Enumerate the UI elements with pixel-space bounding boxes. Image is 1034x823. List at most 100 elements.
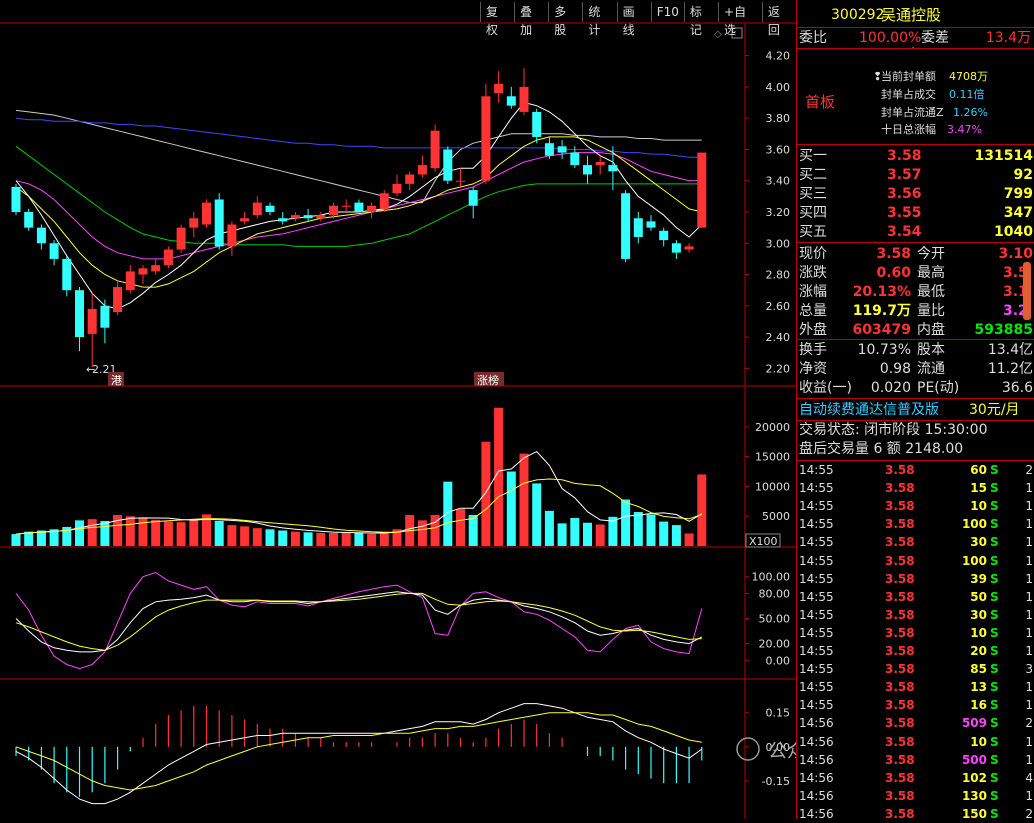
tick-row[interactable]: 14:55 3.58 20 S 1 [797, 642, 1034, 660]
toolbar-button[interactable]: 复权 [480, 2, 514, 37]
quote-label: 涨跌 [799, 265, 827, 281]
tick-count: 1 [1025, 535, 1033, 550]
tick-row[interactable]: 14:56 3.58 130 S 1 [797, 787, 1034, 805]
candle-body [494, 83, 504, 94]
tick-row[interactable]: 14:56 3.58 509 S 2 [797, 714, 1034, 732]
candle-body [354, 202, 364, 212]
tick-row[interactable]: 14:56 3.58 150 S 2 [797, 805, 1034, 823]
candle-body [621, 193, 631, 259]
tick-row[interactable]: 14:55 3.58 10 S 1 [797, 624, 1034, 642]
tick-time: 14:55 [799, 517, 834, 532]
tick-row[interactable]: 14:55 3.58 39 S 1 [797, 570, 1034, 588]
tick-volume: 50 [970, 589, 987, 604]
tick-row[interactable]: 14:55 3.58 30 S 1 [797, 606, 1034, 624]
quote-label: 量比 [917, 303, 945, 319]
toolbar-button[interactable]: +自选 [718, 2, 762, 37]
tick-count: 2 [1025, 716, 1033, 731]
tick-row[interactable]: 14:55 3.58 13 S 1 [797, 678, 1034, 696]
candle-body [519, 86, 529, 112]
tick-count: 1 [1025, 625, 1033, 640]
scroll-indicator[interactable] [1023, 262, 1031, 320]
bid-row[interactable]: 买一 3.58 131514 [797, 147, 1034, 165]
vol-unit: X100 [749, 535, 778, 548]
tick-side: S [990, 770, 999, 785]
watermark-text: 公众号 · 鸡与迷踪 [768, 740, 796, 762]
toolbar-button[interactable]: 标记 [683, 2, 718, 37]
volume-bar [494, 407, 504, 546]
tick-row[interactable]: 14:55 3.58 60 S 2 [797, 461, 1034, 479]
tick-time: 14:55 [799, 481, 834, 496]
bid-row[interactable]: 买三 3.56 799 [797, 185, 1034, 203]
tick-row[interactable]: 14:55 3.58 16 S 1 [797, 696, 1034, 714]
bid-volume: 92 [1013, 167, 1033, 183]
tick-price: 3.58 [885, 644, 915, 658]
tag-right: 涨榜 [477, 373, 499, 387]
quote-row: 总量 119.7万 量比 3.2 [797, 302, 1034, 320]
tick-time: 14:55 [799, 680, 834, 695]
tick-price: 3.58 [885, 680, 915, 695]
seal-amount: 4708万 [949, 70, 988, 83]
promo-row[interactable]: 自动续费通达信普及版 30元/月 [797, 401, 1034, 419]
kdj-tick-label: 20.00 [759, 638, 791, 651]
tick-side: S [990, 571, 999, 586]
tick-side: S [990, 607, 999, 622]
bid-price: 3.58 [887, 148, 922, 164]
candle-body [113, 287, 123, 313]
quote-row: 涨跌 0.60 最高 3.5 [797, 264, 1034, 282]
tick-price: 3.58 [885, 481, 915, 496]
tick-row[interactable]: 14:55 3.58 85 S 3 [797, 660, 1034, 678]
toolbar-button[interactable]: 统计 [582, 2, 616, 37]
toolbar-button[interactable]: 多股 [548, 2, 582, 37]
tick-row[interactable]: 14:55 3.58 100 S 1 [797, 552, 1034, 570]
tick-count: 4 [1025, 770, 1033, 785]
tick-time: 14:56 [799, 788, 834, 803]
weicha-value: 13.4万 [985, 30, 1031, 46]
tick-row[interactable]: 14:55 3.58 30 S 1 [797, 533, 1034, 551]
tick-price: 3.58 [885, 589, 915, 604]
toolbar-button[interactable]: F10 [650, 2, 684, 22]
collapse-icon[interactable]: ⌃ [909, 46, 918, 57]
tick-row[interactable]: 14:56 3.58 102 S 4 [797, 769, 1034, 787]
candle-body [570, 152, 580, 166]
bid-label: 买一 [799, 148, 827, 164]
kline-chart[interactable]: ◇ 4.20 4.00 3.80 3.60 3.40 3.20 3.00 2.80 2.60 2.4… [0, 0, 796, 819]
tick-time: 14:55 [799, 535, 834, 550]
tick-row[interactable]: 14:56 3.58 10 S 1 [797, 733, 1034, 751]
tick-price: 3.58 [885, 607, 915, 622]
tick-price: 3.58 [885, 788, 915, 803]
vol-ma10-line [15, 478, 702, 535]
toolbar-button[interactable]: 画线 [616, 2, 651, 37]
tick-row[interactable]: 14:55 3.58 10 S 1 [797, 497, 1034, 515]
volume-bar [290, 531, 300, 546]
quote-label: 最高 [917, 265, 945, 281]
candle-body [290, 215, 300, 219]
quote-value: 603479 [852, 322, 911, 338]
volume-bar [633, 512, 643, 546]
bid-row[interactable]: 买二 3.57 92 [797, 166, 1034, 184]
tick-row[interactable]: 14:56 3.58 500 S 1 [797, 751, 1034, 769]
promo-text[interactable]: 自动续费通达信普及版 [799, 402, 939, 418]
volume-bar [417, 520, 427, 546]
candle-body [265, 205, 275, 212]
kdj-tick-label: 100.00 [752, 571, 791, 584]
toolbar-button[interactable]: 返回 [761, 2, 796, 37]
candle-body [163, 249, 173, 266]
kline-chart-area[interactable]: ◇ 4.20 4.00 3.80 3.60 3.40 3.20 3.00 2.80 2.60 2.4… [0, 0, 796, 819]
tick-row[interactable]: 14:55 3.58 100 S 1 [797, 515, 1034, 533]
ma120-line [15, 117, 702, 158]
tick-volume: 102 [961, 770, 987, 785]
toolbar-button[interactable]: 叠加 [514, 2, 548, 37]
quote-row: 涨幅 20.13% 最低 3.1 [797, 283, 1034, 301]
bid-row[interactable]: 买四 3.55 347 [797, 204, 1034, 222]
tick-time: 14:55 [799, 698, 834, 713]
tick-time: 14:55 [799, 553, 834, 568]
volume-bar [481, 441, 491, 546]
quote-value: 3.10 [998, 246, 1033, 262]
candle-body [341, 205, 351, 207]
candle-body [506, 96, 516, 106]
bid-row[interactable]: 买五 3.54 1040 [797, 223, 1034, 241]
tick-row[interactable]: 14:55 3.58 15 S 1 [797, 479, 1034, 497]
tick-volume: 500 [961, 752, 987, 767]
ten-day-gain: 3.47% [947, 123, 982, 136]
tick-row[interactable]: 14:55 3.58 50 S 1 [797, 588, 1034, 606]
